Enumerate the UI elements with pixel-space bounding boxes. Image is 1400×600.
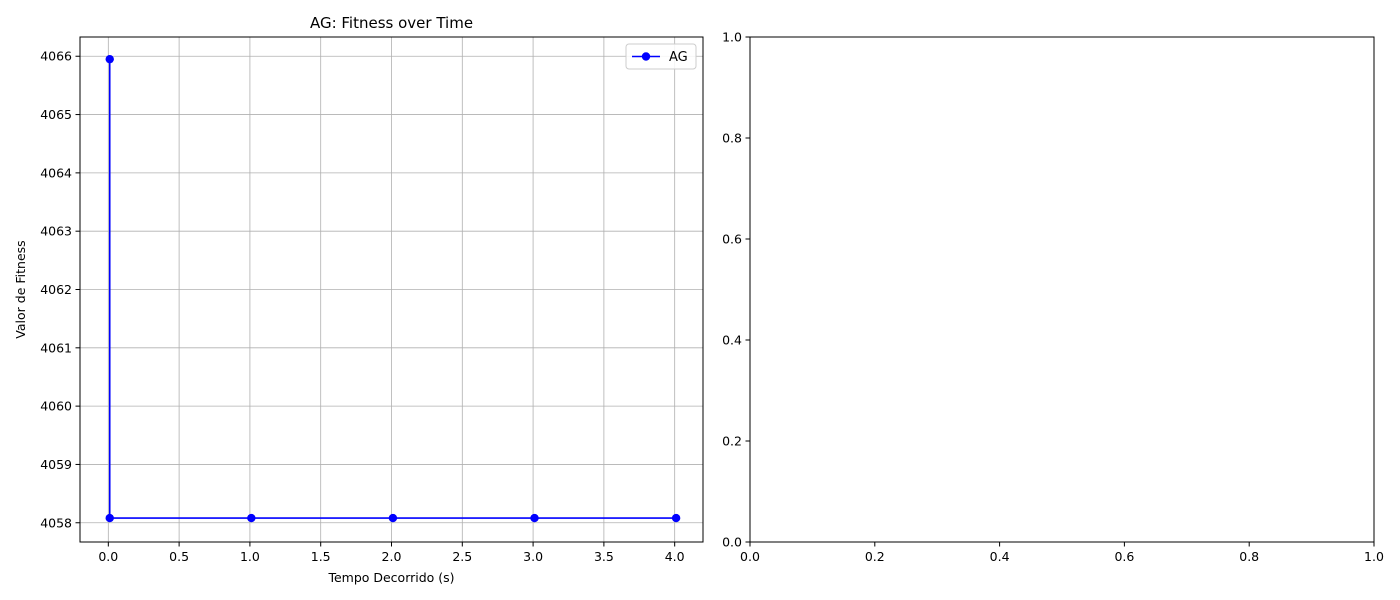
y-tick-label: 0.6: [722, 232, 742, 247]
x-tick-label: 2.0: [382, 549, 402, 564]
legend-box: [625, 43, 697, 70]
y-tick-label: 4065: [40, 107, 72, 122]
axes-frame: [749, 36, 1375, 543]
x-axis-ticks: 0.0 0.5 1.0 1.5 2.0 2.5 3.0 3.5 4.0: [98, 542, 685, 564]
data-point: [530, 513, 539, 523]
y-tick-label: 1.0: [722, 30, 742, 45]
data-point: [105, 513, 114, 523]
series-ag: [105, 54, 681, 523]
x-tick-label: 0.2: [865, 549, 885, 564]
x-tick-label: 0.8: [1239, 549, 1259, 564]
x-axis-label: Tempo Decorrido (s): [327, 570, 454, 585]
y-tick-label: 0.8: [722, 131, 742, 146]
x-tick-label: 1.0: [1364, 549, 1384, 564]
y-tick-label: 4061: [40, 340, 72, 355]
series-line: [108, 59, 677, 519]
legend: AG: [625, 43, 697, 70]
fitness-chart: 0.0 0.5 1.0 1.5 2.0 2.5 3.0 3.5 4.04058405940604…: [13, 14, 704, 585]
empty-chart: 0.0 0.2 0.4 0.6 0.8 1.0 0.0 0.2 0.4 0.6 0.8 1.0: [722, 30, 1384, 565]
y-axis-label: Valor de Fitness: [13, 240, 28, 338]
y-tick-label: 4062: [40, 282, 72, 297]
x-tick-label: 1.5: [311, 549, 331, 564]
y-tick-label: 0.4: [722, 333, 742, 348]
y-tick-label: 4060: [40, 399, 72, 414]
y-tick-label: 4058: [40, 515, 72, 530]
y-tick-label: 0.2: [722, 434, 742, 449]
y-tick-label: 4059: [40, 457, 72, 472]
x-tick-label: 2.5: [452, 549, 472, 564]
x-tick-label: 0.6: [1114, 549, 1134, 564]
x-tick-label: 0.0: [98, 549, 118, 564]
data-point: [105, 54, 114, 64]
x-tick-label: 0.5: [169, 549, 189, 564]
data-point: [388, 513, 398, 523]
y-axis-ticks: 0.0 0.2 0.4 0.6 0.8 1.0: [722, 30, 750, 550]
y-tick-label: 4064: [40, 165, 72, 180]
y-tick-label: 4066: [40, 49, 72, 64]
legend-marker: [641, 52, 651, 61]
chart-title: AG: Fitness over Time: [310, 14, 473, 32]
y-tick-label: 0.0: [722, 535, 742, 550]
x-axis-ticks: 0.0 0.2 0.4 0.6 0.8 1.0: [740, 542, 1384, 564]
x-tick-label: 3.0: [523, 549, 543, 564]
y-axis-ticks: 4058 4059 4060 4061 4062 4063 4064 4065 4066: [40, 49, 80, 530]
x-tick-label: 1.0: [240, 549, 260, 564]
legend-entry-label: AG: [669, 50, 688, 65]
y-tick-label: 4063: [40, 224, 72, 239]
data-point: [671, 513, 681, 523]
x-tick-label: 3.5: [594, 549, 614, 564]
data-point: [247, 513, 256, 523]
x-tick-label: 0.4: [990, 549, 1010, 564]
x-tick-label: 0.0: [740, 549, 760, 564]
x-tick-label: 4.0: [665, 549, 685, 564]
grid-lines: [80, 37, 703, 542]
